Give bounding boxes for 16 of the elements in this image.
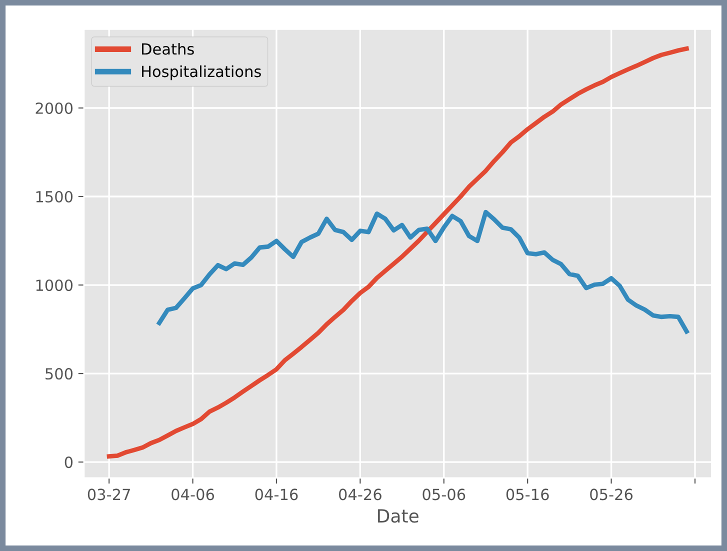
x-tick-label: 04-26 xyxy=(338,488,382,500)
y-tick-label: 1000 xyxy=(36,279,73,292)
y-tick-label: 0 xyxy=(64,456,73,468)
x-axis-title: Date xyxy=(378,509,418,523)
x-tick-label: 05-26 xyxy=(590,488,633,500)
x-tick-label: 04-16 xyxy=(255,488,298,500)
x-tick-label: 05-16 xyxy=(506,488,549,500)
x-tick-label: 03-27 xyxy=(88,488,130,500)
y-tick-label: 2000 xyxy=(36,102,73,114)
y-tick-label: 1500 xyxy=(36,190,73,203)
legend-label: Hospitalizations xyxy=(142,65,261,80)
x-tick-label: 05-06 xyxy=(422,488,466,500)
y-tick-label: 500 xyxy=(46,368,73,380)
x-tick-label: 04-06 xyxy=(172,488,214,500)
line-series xyxy=(157,210,689,334)
legend-label: Deaths xyxy=(142,42,194,55)
